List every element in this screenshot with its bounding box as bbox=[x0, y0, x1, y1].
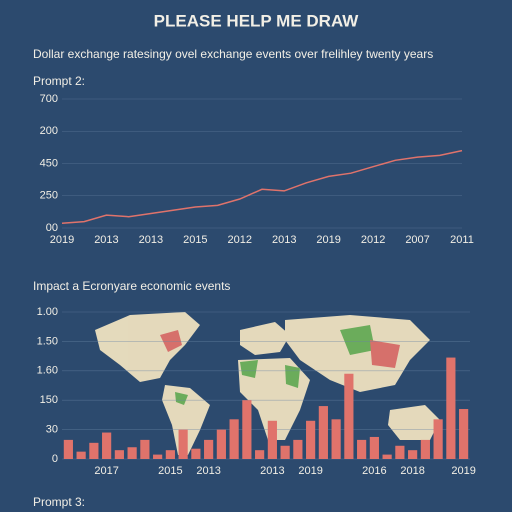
map-europe bbox=[240, 322, 290, 355]
x-tick-label: 2011 bbox=[450, 234, 474, 246]
bar bbox=[369, 436, 379, 459]
bar bbox=[102, 432, 112, 459]
bar bbox=[178, 429, 188, 459]
bar bbox=[216, 429, 226, 459]
x-tick-label: 2018 bbox=[400, 465, 424, 477]
x-tick-label: 2016 bbox=[362, 465, 386, 477]
world-map bbox=[95, 312, 440, 455]
bar bbox=[318, 406, 328, 459]
bar bbox=[331, 419, 341, 459]
bar bbox=[357, 439, 367, 459]
map-australia bbox=[388, 405, 440, 440]
bar bbox=[420, 439, 430, 459]
x-tick-label: 2017 bbox=[94, 465, 118, 477]
bar bbox=[293, 439, 303, 459]
bar bbox=[165, 450, 175, 459]
footer-text: Prompt 3: bbox=[33, 495, 85, 509]
x-tick-label: 2019 bbox=[50, 234, 74, 246]
x-tick-label: 2013 bbox=[272, 234, 296, 246]
bar bbox=[204, 439, 214, 459]
x-tick-label: 2007 bbox=[405, 234, 429, 246]
bar bbox=[89, 442, 99, 459]
x-tick-label: 2013 bbox=[139, 234, 163, 246]
y-tick-label: 1.60 bbox=[37, 365, 58, 377]
y-tick-label: 0 bbox=[52, 453, 58, 465]
bar bbox=[344, 373, 354, 459]
x-tick-label: 2015 bbox=[158, 465, 182, 477]
map-region bbox=[240, 360, 258, 378]
bar bbox=[114, 450, 124, 459]
y-tick-label: 1.00 bbox=[37, 306, 58, 318]
subtitle: Dollar exchange ratesingy ovel exchange … bbox=[33, 47, 433, 61]
bar-chart-title: Impact a Ecronyare economic events bbox=[33, 279, 230, 293]
map-region bbox=[175, 392, 188, 405]
line-series bbox=[61, 149, 463, 224]
x-tick-label: 2013 bbox=[260, 465, 284, 477]
bar bbox=[382, 454, 392, 459]
bar bbox=[267, 420, 277, 459]
x-tick-label: 2019 bbox=[316, 234, 340, 246]
bar bbox=[191, 448, 201, 459]
map-region bbox=[340, 325, 375, 355]
y-tick-label: 150 bbox=[40, 394, 58, 406]
x-tick-label: 2019 bbox=[298, 465, 322, 477]
bar bbox=[153, 454, 163, 459]
bar bbox=[255, 450, 265, 459]
x-tick-label: 2019 bbox=[451, 465, 475, 477]
bar bbox=[306, 420, 316, 459]
y-tick-label: 30 bbox=[46, 424, 58, 436]
y-tick-label: 00 bbox=[46, 222, 58, 234]
bar bbox=[395, 445, 405, 459]
bar bbox=[63, 439, 73, 459]
x-tick-label: 2012 bbox=[228, 234, 252, 246]
x-tick-label: 2013 bbox=[196, 465, 220, 477]
bar bbox=[242, 400, 252, 459]
x-tick-label: 2015 bbox=[183, 234, 207, 246]
y-tick-label: 250 bbox=[40, 190, 58, 202]
x-tick-label: 2012 bbox=[361, 234, 385, 246]
y-tick-label: 1.50 bbox=[37, 335, 58, 347]
y-tick-label: 700 bbox=[40, 93, 58, 105]
y-tick-label: 200 bbox=[40, 125, 58, 137]
bar bbox=[140, 439, 150, 459]
bar bbox=[408, 450, 418, 459]
bar bbox=[229, 419, 239, 459]
bar bbox=[433, 419, 443, 459]
map-north-america bbox=[95, 312, 200, 382]
bar bbox=[459, 409, 469, 459]
line-chart-title: Prompt 2: bbox=[33, 74, 85, 88]
map-south-america bbox=[162, 385, 210, 455]
x-tick-label: 2013 bbox=[94, 234, 118, 246]
map-region bbox=[160, 330, 182, 352]
page-title: PLEASE HELP ME DRAW bbox=[154, 11, 360, 30]
bar bbox=[280, 445, 290, 459]
bar bbox=[446, 357, 456, 459]
bar bbox=[127, 447, 137, 459]
bar bbox=[76, 451, 86, 459]
y-tick-label: 450 bbox=[40, 157, 58, 169]
map-region bbox=[370, 340, 400, 368]
